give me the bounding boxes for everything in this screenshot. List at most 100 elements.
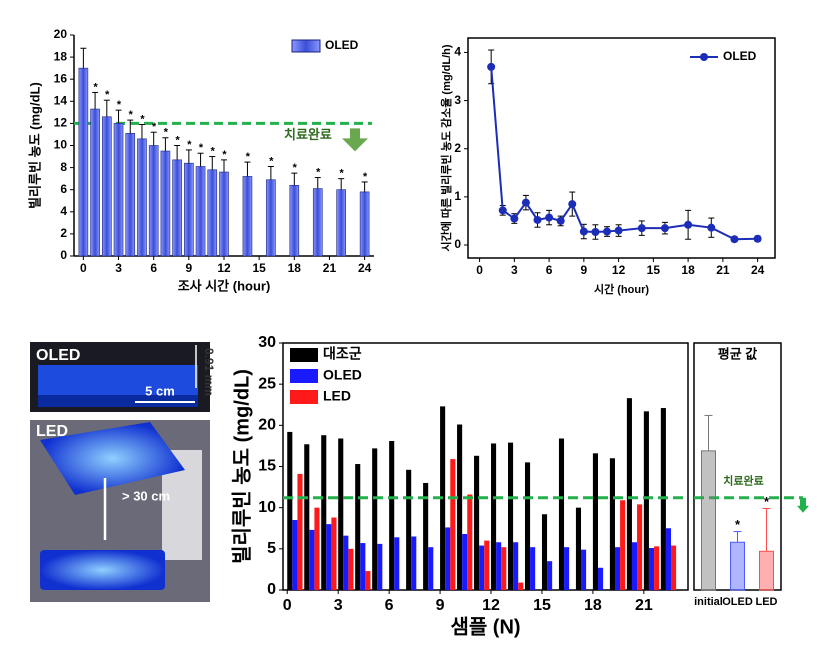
y-tick-label: 3 xyxy=(454,93,461,107)
bar xyxy=(365,571,371,590)
legend-swatch xyxy=(291,39,321,53)
x-tick-label: 3 xyxy=(334,597,343,614)
x-tick-label: 18 xyxy=(288,261,302,275)
photo-annotation: > 30 cm xyxy=(122,488,170,503)
x-tick-label: 6 xyxy=(546,263,553,277)
y-tick-label: 20 xyxy=(258,417,276,434)
y-tick-label: 8 xyxy=(60,160,67,174)
x-tick-label: 21 xyxy=(635,597,653,614)
y-tick-label: 30 xyxy=(258,334,276,351)
bar xyxy=(125,133,136,257)
bar xyxy=(513,542,519,590)
x-tick-label: 12 xyxy=(217,261,231,275)
plot-frame xyxy=(467,37,776,259)
data-point xyxy=(684,220,693,229)
y-tick-label: 2 xyxy=(60,226,67,240)
x-tick-label: 24 xyxy=(751,263,765,277)
bar xyxy=(309,529,315,590)
legend-label: 대조군 xyxy=(323,346,362,362)
bar xyxy=(541,514,548,590)
x-tick-label: 18 xyxy=(584,597,602,614)
bar xyxy=(266,179,276,257)
significance-mark: * xyxy=(152,121,157,133)
data-point xyxy=(521,198,530,207)
bar xyxy=(289,184,300,257)
bar xyxy=(592,453,598,590)
bar xyxy=(671,545,677,590)
bar xyxy=(90,108,100,257)
bar xyxy=(457,424,463,590)
legend-label: LED xyxy=(323,388,351,404)
x-tick-label: 3 xyxy=(115,261,122,275)
x-tick-label: 15 xyxy=(533,597,551,614)
y-tick-label: 6 xyxy=(60,182,67,196)
photo-annotation: 5 cm xyxy=(145,383,175,398)
data-point xyxy=(579,227,588,236)
threshold-label: 치료완료 xyxy=(723,474,763,488)
bar xyxy=(701,450,716,591)
legend-swatch xyxy=(290,348,318,362)
significance-mark: * xyxy=(128,109,133,121)
bar xyxy=(102,116,112,257)
x-axis-label: 조사 시간 (hour) xyxy=(178,278,271,293)
threshold-arrow xyxy=(797,497,809,513)
bar xyxy=(626,398,632,590)
bar xyxy=(654,546,660,590)
significance-mark: * xyxy=(116,99,121,111)
bar xyxy=(314,507,320,590)
significance-mark: * xyxy=(362,171,367,183)
bar xyxy=(581,549,587,590)
data-point xyxy=(707,223,716,232)
bar xyxy=(643,411,649,590)
bar xyxy=(620,500,626,590)
bar xyxy=(321,435,327,590)
x-axis-label: 시간 (hour) xyxy=(594,282,649,296)
bar xyxy=(462,534,468,590)
y-tick-label: 4 xyxy=(60,204,67,218)
bar xyxy=(287,431,293,590)
y-tick-label: 14 xyxy=(54,93,68,107)
significance-mark: * xyxy=(198,142,203,154)
x-tick-label: LED xyxy=(756,596,778,608)
y-tick-label: 4 xyxy=(454,45,461,59)
data-point xyxy=(637,224,646,233)
data-point xyxy=(510,214,519,223)
y-tick-label: 10 xyxy=(54,138,68,152)
legend-label: OLED xyxy=(325,38,359,52)
bar xyxy=(614,547,621,590)
bar xyxy=(292,520,298,590)
bar xyxy=(730,541,745,591)
x-tick-label: 12 xyxy=(482,597,500,614)
bar xyxy=(508,442,514,590)
bar xyxy=(411,536,417,590)
bar xyxy=(113,123,124,257)
bar xyxy=(312,188,323,257)
led-tray xyxy=(40,550,165,590)
data-point xyxy=(498,206,507,215)
photo-annotation: 0.91 mm xyxy=(202,348,216,396)
y-axis-label: 시간에 따른 빌리루빈 농도 감소율 (mg/dL/h) xyxy=(439,44,453,251)
bar xyxy=(609,458,615,590)
data-point xyxy=(556,216,565,225)
bar xyxy=(184,162,194,257)
x-axis-label: 샘플 (N) xyxy=(450,615,520,638)
led-lamp xyxy=(40,422,185,495)
significance-mark: * xyxy=(316,166,321,178)
y-tick-label: 5 xyxy=(267,540,276,557)
bar xyxy=(78,67,89,257)
bar xyxy=(372,448,378,590)
y-axis-label: 빌리루빈 농도 (mg/dL) xyxy=(27,82,42,209)
x-tick-label: 15 xyxy=(647,263,661,277)
bar xyxy=(547,561,553,590)
threshold-arrow xyxy=(342,128,368,152)
bar xyxy=(331,517,337,590)
x-tick-label: initial xyxy=(694,596,723,608)
bar xyxy=(336,189,346,257)
y-tick-label: 0 xyxy=(267,581,276,598)
bar xyxy=(445,527,451,590)
bar xyxy=(297,473,303,590)
y-tick-label: 18 xyxy=(54,49,68,63)
x-tick-label: 24 xyxy=(358,261,372,275)
